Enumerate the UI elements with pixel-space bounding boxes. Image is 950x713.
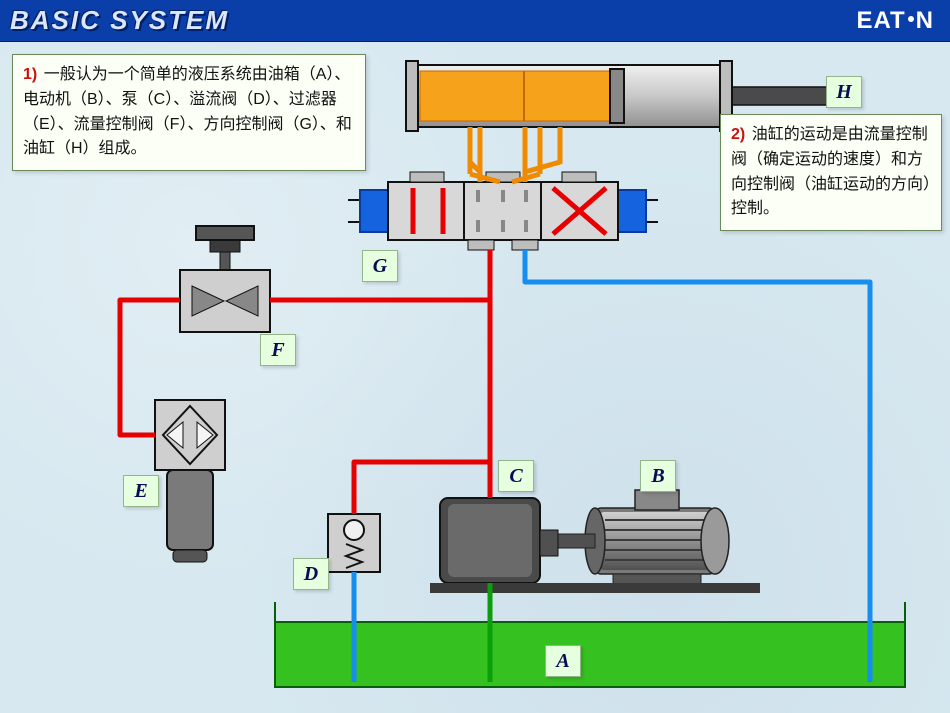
label-G: G xyxy=(362,250,398,282)
directional-valve xyxy=(348,172,658,250)
label-A: A xyxy=(545,645,581,677)
label-F: F xyxy=(260,334,296,366)
label-E: E xyxy=(123,475,159,507)
electric-motor xyxy=(555,490,729,590)
tank xyxy=(275,602,905,687)
brand-text-left: EAT xyxy=(856,7,905,34)
page-title: BASIC SYSTEM xyxy=(10,5,229,36)
brand-text-right: N xyxy=(916,7,934,34)
diagram-canvas: 1) 一般认为一个简单的液压系统由油箱（A）、电动机（B）、泵（C）、溢流阀（D… xyxy=(0,42,950,713)
slide-stage: BASIC SYSTEM EAT N xyxy=(0,0,950,713)
brand-dot-icon xyxy=(908,16,914,22)
note-2-text: 油缸的运动是由流量控制阀（确定运动的速度）和方向控制阀（油缸运动的方向）控制。 xyxy=(731,126,931,217)
return-line-blue xyxy=(525,250,870,682)
header-bar: BASIC SYSTEM EAT N xyxy=(0,0,950,42)
note-1-number: 1) xyxy=(23,66,37,83)
note-1: 1) 一般认为一个简单的液压系统由油箱（A）、电动机（B）、泵（C）、溢流阀（D… xyxy=(12,54,366,171)
flow-control-valve xyxy=(180,226,270,332)
brand-logo: EAT N xyxy=(856,7,934,35)
label-H: H xyxy=(826,76,862,108)
filter xyxy=(155,400,225,562)
note-1-text: 一般认为一个简单的液压系统由油箱（A）、电动机（B）、泵（C）、溢流阀（D）、过… xyxy=(23,66,352,157)
note-2-number: 2) xyxy=(731,126,745,143)
note-2: 2) 油缸的运动是由流量控制阀（确定运动的速度）和方向控制阀（油缸运动的方向）控… xyxy=(720,114,942,231)
label-D: D xyxy=(293,558,329,590)
relief-valve xyxy=(328,514,380,572)
label-C: C xyxy=(498,460,534,492)
label-B: B xyxy=(640,460,676,492)
